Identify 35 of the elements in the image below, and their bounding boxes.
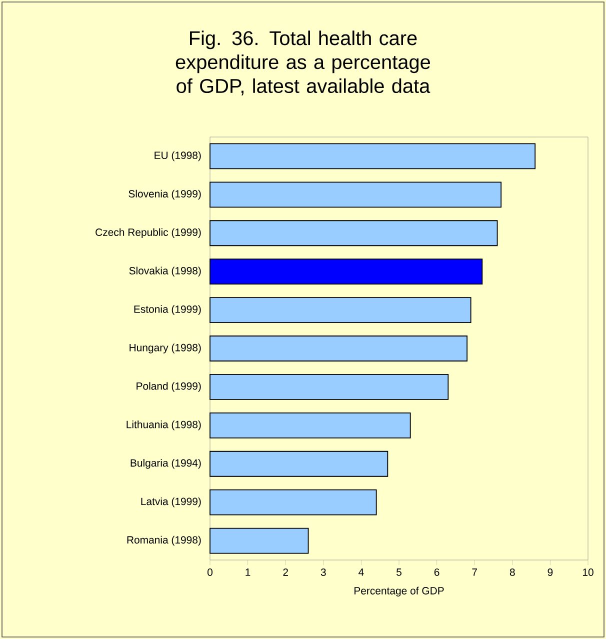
y-tick-label: Slovenia (1999) (128, 190, 201, 200)
bar (210, 182, 502, 208)
x-axis-title: Percentage of GDP (354, 586, 444, 597)
x-tick-label: 3 (320, 568, 326, 576)
y-tick-label: Poland (1999) (136, 382, 201, 392)
x-tick-label: 6 (434, 568, 440, 576)
bar (210, 143, 536, 170)
x-tick-label: 9 (548, 568, 553, 576)
y-tick-label: Romania (1998) (127, 536, 201, 546)
x-tick-label: 2 (283, 568, 288, 576)
x-tick-label: 10 (582, 568, 594, 576)
bar (210, 489, 377, 516)
x-tick-label: 7 (472, 568, 477, 576)
x-tick-label: 5 (396, 568, 402, 576)
x-tick-label: 4 (358, 568, 364, 576)
bar (210, 258, 483, 285)
y-tick-label: Hungary (1998) (130, 344, 201, 354)
y-tick-label: Latvia (1999) (141, 497, 201, 508)
y-tick-label: Czech Republic (1999) (96, 228, 201, 238)
bar (210, 220, 498, 246)
bar (210, 336, 468, 362)
y-tick-label: EU (1998) (154, 151, 201, 162)
bar (210, 528, 309, 554)
x-tick-label: 0 (208, 568, 212, 576)
bar (210, 412, 411, 438)
bar (210, 374, 449, 400)
bar (210, 450, 388, 477)
y-tick-label: Bulgaria (1994) (130, 458, 201, 469)
y-tick-label: Slovakia (1998) (129, 266, 201, 276)
x-tick-label: 8 (510, 568, 515, 576)
chart-title: Fig. 36. Total health care expenditure as a percentage of GDP, latest available data (176, 30, 430, 96)
y-tick-label: Estonia (1999) (134, 305, 201, 315)
y-tick-label: Lithuania (1998) (126, 420, 201, 430)
x-tick-label: 1 (246, 568, 250, 576)
bar (210, 297, 472, 323)
